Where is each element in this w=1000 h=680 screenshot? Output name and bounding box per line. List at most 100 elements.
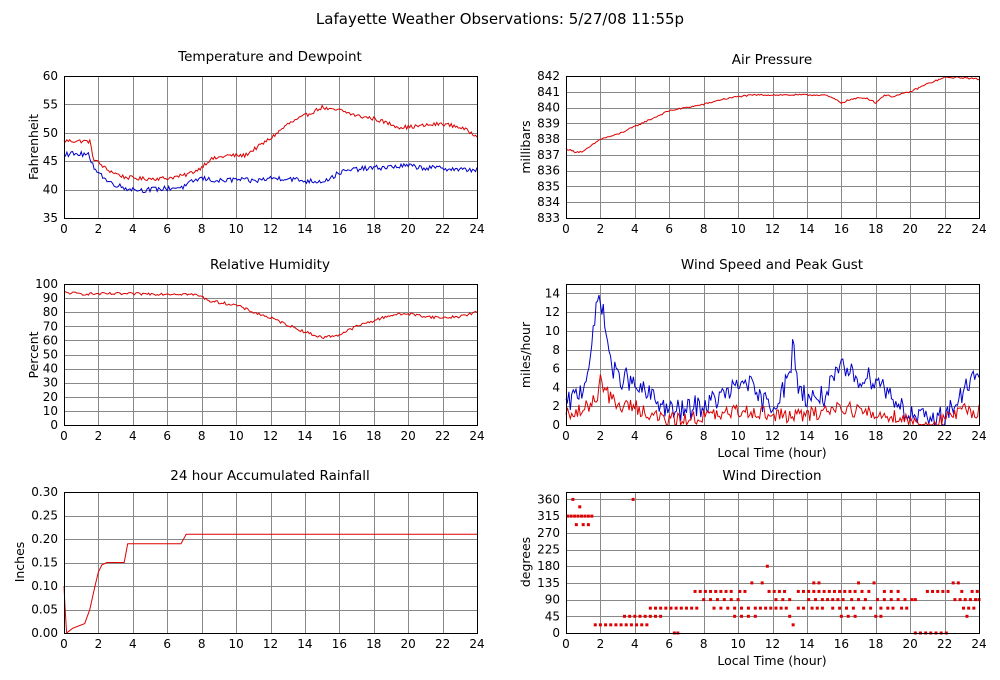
y-tick-label: 12: [545, 305, 560, 319]
data-point: [857, 598, 861, 602]
x-tick-label: 4: [129, 429, 137, 443]
x-tick-label: 22: [435, 222, 450, 236]
data-point: [767, 589, 771, 593]
data-point: [569, 514, 573, 518]
data-point: [853, 589, 857, 593]
x-tick-label: 20: [903, 222, 918, 236]
data-point: [962, 606, 966, 610]
y-tick-label: 90: [43, 291, 58, 305]
data-point: [586, 523, 590, 527]
data-point: [614, 623, 618, 627]
y-tick-label: 4: [552, 380, 560, 394]
x-tick-label: 0: [60, 429, 68, 443]
data-point: [702, 598, 706, 602]
humidity-chart: Relative Humidity Percent 0 2 4 6 8 10 12 14 16 1…: [26, 257, 485, 443]
data-point: [936, 589, 940, 593]
x-tick-label: 18: [366, 222, 381, 236]
data-point: [815, 606, 819, 610]
data-point: [638, 614, 642, 618]
data-point: [726, 606, 730, 610]
data-point: [810, 606, 814, 610]
data-point: [753, 606, 757, 610]
data-point: [822, 589, 826, 593]
y-tick-label: 0: [552, 626, 560, 640]
plot-frame: [64, 492, 478, 634]
y-tick-label: 45: [545, 609, 560, 623]
data-point: [604, 623, 608, 627]
x-tick-label: 20: [401, 637, 416, 651]
data-point: [853, 614, 857, 618]
data-point: [844, 606, 848, 610]
data-point: [896, 598, 900, 602]
y-tick-label: 50: [43, 126, 58, 140]
data-point: [583, 514, 587, 518]
x-tick-label: 10: [730, 429, 745, 443]
x-tick-label: 16: [332, 429, 347, 443]
plot-frame: [566, 284, 980, 426]
x-tick-label: 12: [765, 429, 780, 443]
x-tick-label: 4: [129, 222, 137, 236]
x-tick-label: 8: [700, 637, 708, 651]
y-tick-label: 8: [552, 343, 560, 357]
y-tick-label: 0.15: [31, 556, 58, 570]
data-point: [740, 606, 744, 610]
data-point: [814, 598, 818, 602]
y-tick-label: 0.25: [31, 509, 58, 523]
y-tick-label: 840: [537, 101, 560, 115]
y-tick-label: 135: [537, 576, 560, 590]
y-tick-label: 270: [537, 526, 560, 540]
data-point: [860, 589, 864, 593]
data-point: [820, 598, 824, 602]
data-point: [566, 514, 570, 518]
x-tick-label: 6: [665, 222, 673, 236]
x-tick-label: 16: [834, 429, 849, 443]
data-point: [623, 614, 627, 618]
data-point: [628, 614, 632, 618]
data-point: [643, 614, 647, 618]
data-point: [812, 589, 816, 593]
data-point: [963, 598, 967, 602]
data-point: [722, 598, 726, 602]
data-point: [848, 589, 852, 593]
x-tick-label: 4: [129, 637, 137, 651]
data-point: [624, 623, 628, 627]
data-point: [941, 589, 945, 593]
x-tick-label: 16: [834, 637, 849, 651]
x-tick-label: 10: [228, 222, 243, 236]
data-point: [831, 598, 835, 602]
y-tick-label: 835: [537, 179, 560, 193]
data-point: [746, 614, 750, 618]
data-point: [801, 606, 805, 610]
data-point: [698, 589, 702, 593]
x-tick-label: 12: [765, 637, 780, 651]
y-tick-label: 60: [43, 333, 58, 347]
x-tick-label: 2: [95, 222, 103, 236]
data-point: [740, 614, 744, 618]
y-tick-label: 10: [545, 324, 560, 338]
x-tick-label: 12: [765, 222, 780, 236]
x-tick-label: 0: [562, 637, 570, 651]
data-point: [719, 606, 723, 610]
y-tick-label: 315: [537, 509, 560, 523]
y-tick-label: 839: [537, 116, 560, 130]
y-tick-label: 60: [43, 69, 58, 83]
data-point: [953, 598, 957, 602]
data-point: [760, 581, 764, 585]
data-point: [851, 606, 855, 610]
x-tick-label: 20: [903, 429, 918, 443]
data-point: [913, 598, 917, 602]
data-point: [571, 497, 575, 501]
x-tick-label: 22: [937, 429, 952, 443]
data-point: [574, 523, 578, 527]
y-axis-label: degrees: [518, 537, 533, 587]
x-tick-label: 2: [597, 637, 605, 651]
data-point: [874, 614, 878, 618]
x-tick-label: 0: [60, 637, 68, 651]
y-tick-label: 45: [43, 154, 58, 168]
data-point: [709, 589, 713, 593]
x-tick-label: 22: [937, 637, 952, 651]
y-tick-label: 841: [537, 85, 560, 99]
x-tick-label: 24: [971, 222, 986, 236]
y-tick-label: 0.10: [31, 579, 58, 593]
